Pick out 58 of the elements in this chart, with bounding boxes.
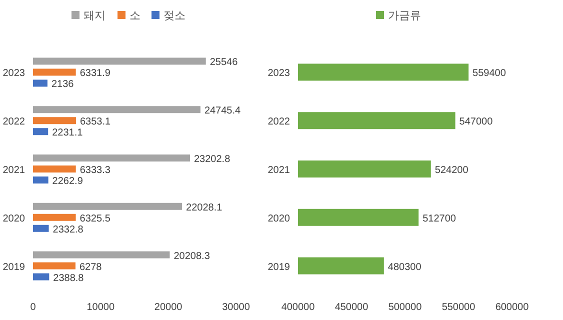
- y-tick-label: 2023: [2, 68, 26, 80]
- x-tick-label: 450000: [334, 302, 369, 313]
- data-label: 559400: [472, 68, 506, 80]
- legend-label: 젖소: [164, 10, 186, 22]
- legend-label: 가금류: [388, 10, 421, 22]
- x-tick-label: 20000: [154, 302, 183, 313]
- x-tick-label: 10000: [86, 302, 116, 313]
- data-label: 6333.3: [80, 165, 111, 176]
- y-tick-label: 2023: [268, 68, 290, 80]
- legend-label: 돼지: [84, 10, 106, 22]
- y-tick-label: 2020: [2, 213, 26, 224]
- y-tick-label: 2022: [268, 116, 290, 128]
- data-label: 6325.5: [80, 213, 111, 224]
- bar: [33, 68, 76, 76]
- bar: [33, 176, 48, 184]
- data-label: 6331.9: [80, 68, 111, 80]
- data-label: 2262.9: [52, 176, 84, 187]
- bar: [33, 80, 48, 87]
- y-tick-label: 2019: [2, 262, 26, 273]
- data-label: 512700: [422, 213, 456, 224]
- bar: [33, 202, 182, 210]
- data-label: 2231.1: [52, 128, 84, 139]
- data-label: 480300: [388, 262, 422, 273]
- x-tick-label: 550000: [442, 302, 476, 313]
- bar: [33, 273, 50, 280]
- y-tick-label: 2021: [268, 165, 290, 176]
- bar: [33, 262, 76, 270]
- data-label: 547000: [459, 116, 494, 128]
- y-tick-label: 2022: [2, 116, 26, 128]
- bar: [33, 214, 76, 221]
- bar: [33, 58, 206, 65]
- x-tick-label: 400000: [281, 302, 316, 313]
- bar: [33, 106, 200, 114]
- x-tick-label: 30000: [222, 302, 250, 313]
- bar: [33, 128, 48, 136]
- data-label: 524200: [434, 165, 469, 176]
- data-label: 24745.4: [204, 106, 242, 117]
- bar: [33, 117, 76, 124]
- x-tick-label: 500000: [388, 302, 422, 313]
- y-tick-label: 2019: [268, 262, 290, 273]
- data-label: 6353.1: [80, 116, 112, 128]
- data-label: 25546: [210, 57, 238, 68]
- data-label: 23202.8: [194, 154, 231, 165]
- x-tick-label: 600000: [495, 302, 530, 313]
- data-label: 2136: [51, 79, 74, 90]
- bar: [33, 251, 170, 258]
- x-tick-label: 0: [30, 302, 36, 313]
- data-label: 20208.3: [174, 250, 210, 262]
- bar: [33, 166, 76, 172]
- y-tick-label: 2021: [2, 165, 26, 176]
- bar: [33, 224, 49, 232]
- data-label: 2332.8: [52, 224, 84, 236]
- data-label: 6278: [79, 262, 102, 273]
- legend-label: 소: [130, 10, 140, 22]
- data-label: 22028.1: [186, 202, 223, 214]
- y-tick-label: 2020: [268, 213, 290, 224]
- data-label: 2388.8: [53, 272, 84, 284]
- bar: [33, 154, 190, 162]
